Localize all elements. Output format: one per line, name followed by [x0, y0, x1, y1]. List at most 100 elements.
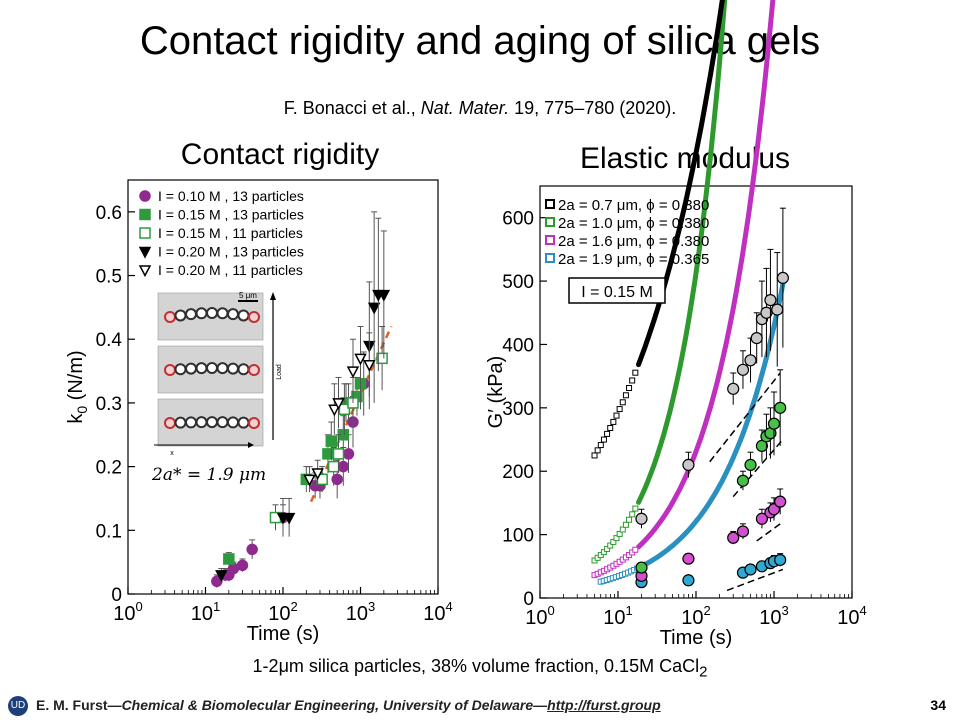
inset-load-label: Load	[276, 364, 283, 380]
left-legend-label: I = 0.15 M , 13 particles	[158, 207, 304, 223]
right-data-circle	[744, 354, 757, 367]
left-y-tick-label: 0.2	[96, 458, 122, 479]
right-data-circle	[736, 525, 750, 538]
right-data-circle	[635, 512, 648, 525]
right-data-point	[629, 511, 636, 518]
right-data-point	[594, 447, 601, 454]
left-data-point	[331, 473, 343, 486]
left-data-point	[376, 352, 388, 365]
right-data-circle	[744, 563, 757, 576]
inset-particle	[195, 416, 208, 429]
left-data-point	[363, 359, 376, 372]
left-data-point	[215, 570, 228, 583]
right-guide-line	[756, 521, 784, 542]
inset-particle	[195, 362, 208, 375]
right-data-circle	[776, 271, 789, 285]
footer-link[interactable]: http://furst.group	[547, 697, 661, 713]
right-data-band	[636, 0, 776, 550]
slide-title: Contact rigidity and aging of silica gel…	[139, 19, 821, 63]
caption-text: 1-2μm silica particles, 38% volume fract…	[252, 656, 700, 676]
right-data-point	[622, 392, 629, 399]
right-x-tick-label: 103	[759, 603, 788, 629]
inset-particle	[248, 417, 260, 429]
right-series-3	[591, 0, 787, 582]
left-data-point	[332, 398, 345, 411]
left-y-tick-label: 0.3	[96, 394, 122, 415]
right-data-circle	[727, 531, 740, 544]
citation-authors: F. Bonacci et al.,	[283, 98, 421, 118]
right-x-tick-label: 102	[681, 603, 710, 629]
right-legend-marker	[545, 235, 555, 245]
citation-details: 19, 775–780 (2020).	[509, 98, 677, 118]
right-data-point	[600, 549, 607, 556]
left-data-point	[346, 366, 360, 379]
right-legend-label: 2a = 0.7 μm, ϕ = 0.380	[558, 197, 709, 214]
right-y-tick-label: 500	[502, 272, 534, 293]
right-x-tick-exponent: 2	[704, 603, 711, 618]
right-data-point	[622, 521, 629, 528]
left-x-tick-exponent: 2	[291, 599, 298, 614]
right-x-tick-label: 101	[603, 603, 632, 629]
footer-dash-2: —	[533, 697, 548, 713]
left-legend-label: I = 0.20 M , 11 particles	[158, 262, 303, 278]
right-x-tick-label: 104	[837, 603, 866, 629]
right-data-point	[632, 505, 639, 512]
inset-particle	[174, 309, 187, 322]
inset-particle	[206, 362, 218, 374]
right-x-tick-exponent: 4	[860, 603, 867, 618]
right-data-circle	[727, 382, 740, 395]
right-data-point	[610, 538, 617, 545]
left-x-tick-exponent: 0	[136, 599, 143, 614]
right-data-point	[616, 530, 623, 537]
left-y-axis-label-part: k	[65, 413, 87, 424]
left-data-point	[337, 460, 350, 473]
left-data-point	[282, 512, 296, 525]
inset-particle	[237, 309, 250, 322]
inset-load-arrowhead	[270, 292, 276, 300]
left-series-3	[269, 325, 388, 531]
left-y-tick-label: 0.1	[96, 521, 122, 542]
left-x-tick-label: 103	[346, 599, 375, 625]
right-data-circle	[736, 363, 750, 376]
inset-particle	[227, 362, 239, 375]
footer-dash-1: —	[107, 697, 122, 713]
inset-particle	[206, 416, 218, 429]
right-legend-label: 2a = 1.0 μm, ϕ = 0.380	[558, 215, 709, 232]
left-data-point	[377, 289, 391, 302]
left-data-point	[328, 404, 341, 417]
left-x-tick-label: 102	[268, 599, 297, 625]
right-series-2	[591, 0, 787, 574]
chart-title-contact-rigidity: Contact rigidity	[180, 138, 380, 171]
right-data-point	[626, 385, 633, 392]
left-legend-marker	[138, 265, 152, 278]
right-data-circle	[682, 458, 695, 471]
left-legend-marker	[138, 246, 152, 259]
left-legend-label: I = 0.10 M , 13 particles	[158, 188, 304, 204]
right-legend-marker	[545, 217, 555, 227]
footer-department: Chemical & Biomolecular Engineering, Uni…	[121, 697, 534, 713]
right-x-tick-exponent: 0	[548, 603, 555, 618]
inset-particle	[185, 416, 197, 429]
caption-subscript: 2	[699, 663, 708, 681]
left-x-tick-label: 104	[423, 599, 452, 625]
inset-particle	[216, 307, 229, 320]
right-y-tick-label: 600	[502, 209, 534, 230]
right-series-4	[597, 281, 787, 592]
university-logo: UD	[8, 696, 28, 716]
right-data-point	[632, 369, 639, 376]
left-legend-marker	[139, 190, 151, 202]
inset-particle	[174, 363, 187, 376]
right-data-circle	[774, 401, 787, 414]
left-y-tick-label: 0	[111, 585, 122, 606]
right-y-axis-label: G′ (kPa)	[485, 356, 507, 429]
left-y-tick-label: 0.6	[96, 203, 122, 224]
left-legend-label: I = 0.15 M , 11 particles	[158, 225, 303, 241]
inset-particle	[237, 416, 250, 429]
page-number: 34	[930, 697, 946, 713]
left-legend-label: I = 0.20 M , 13 particles	[158, 244, 304, 260]
right-data-point	[626, 516, 633, 523]
right-data-circle	[771, 303, 784, 316]
